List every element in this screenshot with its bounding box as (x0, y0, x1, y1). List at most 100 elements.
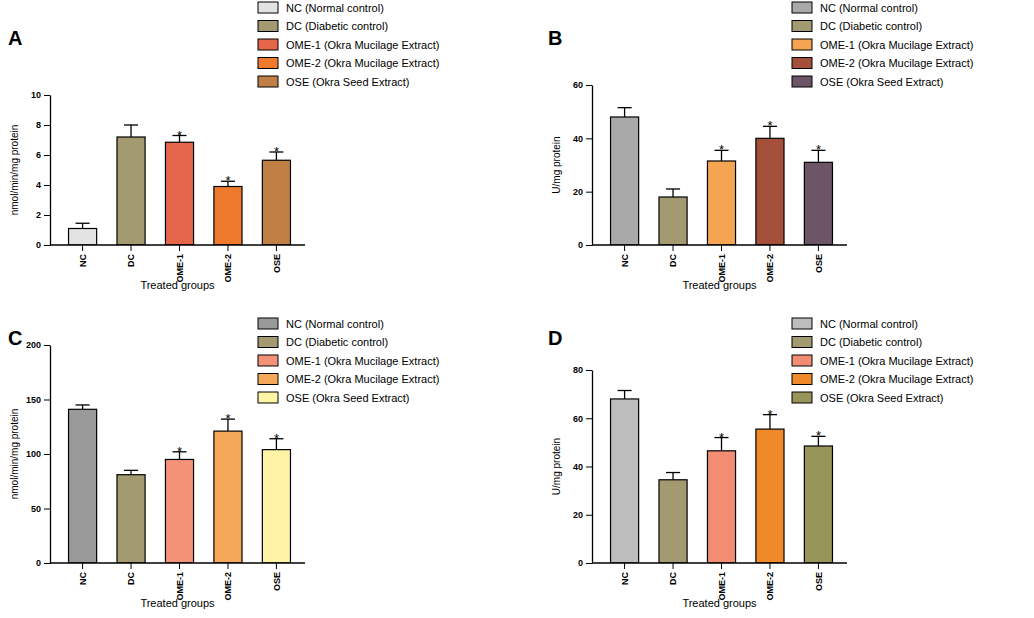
error-cap (124, 124, 138, 125)
panel: C***050100150200NCDCOME-1OME-2OSETreated… (8, 318, 439, 610)
x-tick: OSE (814, 563, 824, 591)
legend-swatch (792, 392, 812, 403)
y-tick-mark (586, 563, 592, 564)
error-line (130, 470, 131, 474)
legend-label: OME-1 (Okra Mucilage Extract) (820, 39, 973, 51)
x-tick-mark (179, 563, 180, 569)
x-tick-mark (818, 245, 819, 251)
bar (262, 160, 290, 245)
panel: B***0204060NCDCOME-1OME-2OSETreated grou… (548, 2, 973, 292)
bar (611, 117, 639, 245)
y-tick: 20 (573, 187, 592, 197)
bar (214, 431, 242, 563)
error-line (82, 405, 83, 409)
legend-label: OME-1 (Okra Mucilage Extract) (286, 355, 439, 367)
y-tick-label: 150 (26, 395, 41, 405)
error-cap (666, 188, 680, 189)
legend-swatch (258, 21, 278, 32)
error-bar (618, 391, 632, 399)
y-tick-label: 20 (573, 187, 583, 197)
legend-swatch (792, 318, 812, 329)
x-axis: NCDCOME-1OME-2OSE (50, 563, 305, 601)
y-tick-label: 0 (578, 558, 583, 568)
legend: NC (Normal control) DC (Diabetic control)… (258, 318, 439, 404)
x-tick-mark (227, 245, 228, 251)
x-tick-label: OSE (272, 572, 282, 591)
y-tick-mark (586, 138, 592, 139)
error-bar (618, 108, 632, 117)
y-tick-label: 50 (31, 504, 41, 514)
bar (659, 480, 687, 563)
y-tick-mark (586, 418, 592, 419)
error-line (82, 223, 83, 228)
x-tick-mark (673, 245, 674, 251)
y-tick-mark (44, 215, 50, 216)
x-tick-mark (721, 245, 722, 251)
error-bar (666, 189, 680, 197)
x-tick-mark (818, 563, 819, 569)
y-tick-label: 60 (573, 414, 583, 424)
y-tick-mark (44, 95, 50, 96)
error-bar (76, 223, 90, 228)
y-tick-mark (586, 515, 592, 516)
error-bar (124, 470, 138, 474)
y-tick: 0 (36, 558, 50, 568)
y-axis-title: U/mg protein (551, 136, 562, 193)
x-tick-mark (131, 563, 132, 569)
significance-marker: * (719, 142, 724, 157)
y-tick-label: 100 (26, 449, 41, 459)
y-axis: 0204060 (573, 80, 593, 250)
y-axis: 0 2 4 6 8 10 (31, 90, 51, 250)
legend-swatch (258, 355, 278, 366)
panel-label: A (8, 27, 22, 49)
y-axis: 020406080 (573, 365, 593, 568)
x-tick-mark (82, 563, 83, 569)
y-tick-label: 4 (36, 180, 41, 190)
x-tick-label: DC (126, 254, 136, 267)
x-tick-mark (769, 245, 770, 251)
legend-swatch (792, 2, 812, 13)
legend-label: OME-2 (Okra Mucilage Extract) (820, 373, 973, 385)
y-tick-label: 200 (26, 340, 41, 350)
legend: NC (Normal control)DC (Diabetic control)… (792, 2, 973, 88)
bar (117, 475, 145, 563)
legend-swatch (792, 21, 812, 32)
legend-label: NC (Normal control) (286, 318, 384, 330)
legend-label: DC (Diabetic control) (286, 336, 388, 348)
bar (165, 142, 193, 245)
x-tick-label: NC (78, 254, 88, 267)
x-tick-label: OME-2 (765, 572, 775, 601)
y-axis-title: U/mg protein (551, 438, 562, 495)
x-tick-mark (769, 563, 770, 569)
significance-marker: * (177, 444, 182, 459)
plot-area (69, 125, 291, 245)
x-tick-label: OSE (814, 254, 824, 273)
legend-label: OSE (Okra Seed Extract) (286, 392, 409, 404)
y-tick: 8 (36, 120, 50, 130)
x-tick-label: NC (78, 572, 88, 585)
y-axis-line (592, 371, 593, 564)
x-tick: NC (620, 245, 630, 267)
y-tick: 2 (36, 210, 50, 220)
error-cap (618, 107, 632, 108)
y-axis-line (592, 86, 593, 246)
y-tick-label: 0 (36, 240, 41, 250)
x-tick: DC (668, 563, 678, 585)
y-tick: 4 (36, 180, 50, 190)
bar (804, 446, 832, 563)
y-tick: 60 (573, 414, 592, 424)
bar (707, 161, 735, 245)
error-line (672, 189, 673, 197)
bar (756, 429, 784, 563)
legend-swatch (792, 39, 812, 50)
error-line (130, 125, 131, 137)
x-tick-mark (276, 245, 277, 251)
y-tick: 10 (31, 90, 50, 100)
y-tick-mark (586, 85, 592, 86)
legend-label: NC (Normal control) (820, 2, 918, 14)
significance-marker: * (767, 118, 772, 133)
y-tick-label: 6 (36, 150, 41, 160)
x-tick: NC (78, 563, 88, 585)
y-tick-label: 40 (573, 462, 583, 472)
y-axis-title: nmol/min/mg protein (9, 125, 20, 216)
